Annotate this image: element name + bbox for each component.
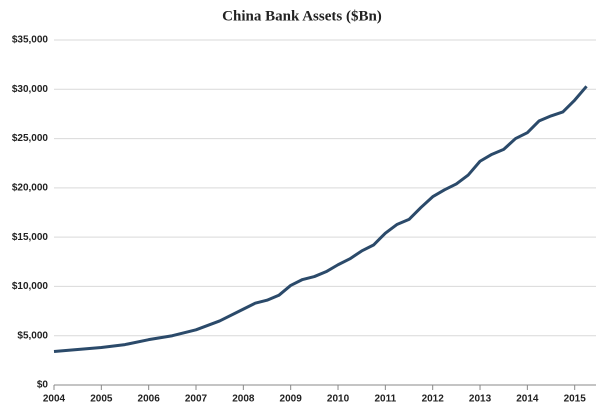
y-tick-label: $30,000 [12,84,49,95]
x-tick-label: 2004 [43,394,66,405]
x-tick-label: 2011 [375,394,397,405]
x-tick-label: 2006 [138,394,161,405]
y-tick-label: $20,000 [12,182,49,193]
x-tick-label: 2014 [516,394,539,405]
x-tick-label: 2015 [564,394,587,405]
y-tick-label: $0 [37,380,49,391]
y-tick-label: $5,000 [17,330,48,341]
x-tick-label: 2008 [232,394,255,405]
x-tick-label: 2009 [280,394,303,405]
x-tick-label: 2007 [185,394,208,405]
y-tick-label: $25,000 [12,133,49,144]
x-tick-label: 2012 [422,394,445,405]
x-tick-label: 2010 [327,394,350,405]
y-tick-label: $15,000 [12,232,49,243]
y-tick-label: $35,000 [12,35,49,46]
chart-title: China Bank Assets ($Bn) [222,8,382,24]
y-tick-label: $10,000 [12,281,49,292]
x-tick-label: 2013 [469,394,492,405]
x-tick-label: 2005 [90,394,113,405]
data-line [53,85,588,353]
